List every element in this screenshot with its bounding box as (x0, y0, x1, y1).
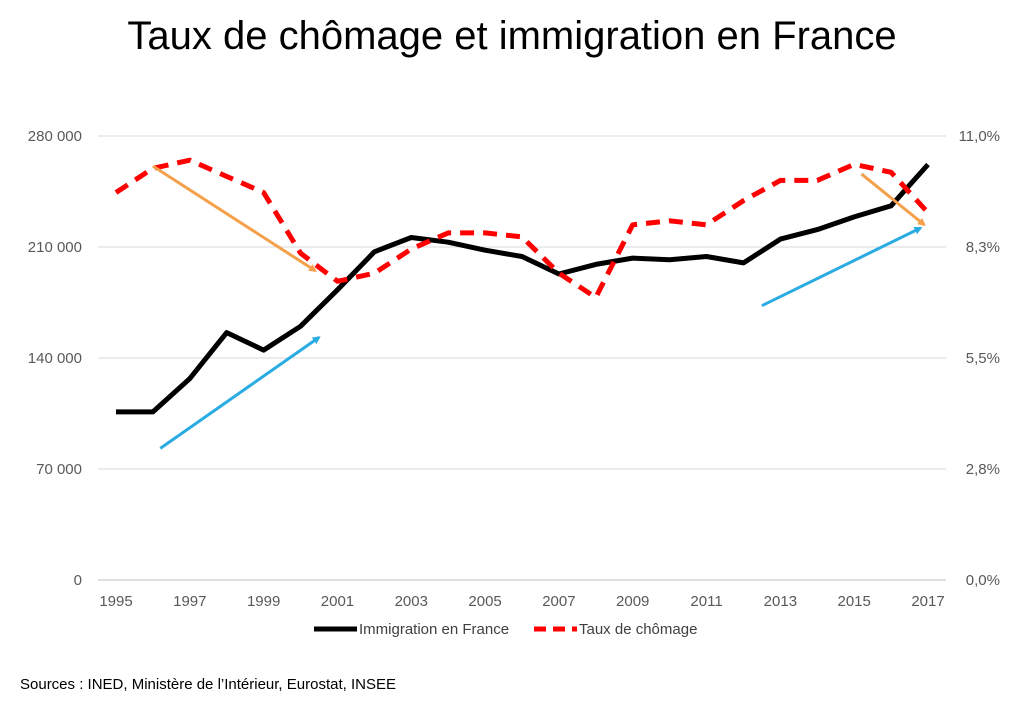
y-left-tick-label: 210 000 (28, 239, 82, 256)
orange-trend-arrow (860, 172, 926, 227)
series-line-immigration (116, 162, 930, 415)
legend-label-immigration: Immigration en France (359, 621, 509, 638)
chart-title: Taux de chômage et immigration en France (127, 14, 897, 58)
x-tick-label: 1997 (173, 593, 206, 610)
x-tick-label: 1999 (247, 593, 280, 610)
y-left-tick-label: 0 (74, 572, 82, 589)
x-tick-label: 2017 (911, 593, 944, 610)
gridlines (98, 135, 946, 581)
x-tick-label: 2001 (321, 593, 354, 610)
x-tick-label: 2013 (764, 593, 797, 610)
y-left-tick-label: 70 000 (36, 461, 82, 478)
right-axis-labels: 0,0% 2,8% 5,5% 8,3% 11,0% (959, 128, 1000, 589)
legend-label-chomage: Taux de chômage (579, 621, 697, 638)
trend-arrows (152, 164, 926, 450)
source-note: Sources : INED, Ministère de l’Intérieur… (20, 676, 396, 693)
blue-trend-arrow (761, 226, 923, 308)
y-left-tick-label: 140 000 (28, 350, 82, 367)
y-left-tick-label: 280 000 (28, 128, 82, 145)
x-tick-label: 2011 (690, 593, 722, 610)
x-axis-labels: 1995 1997 1999 2001 2003 2005 2007 2009 2011 2013… (99, 593, 944, 610)
series-lines (114, 157, 930, 415)
y-right-tick-label: 11,0% (959, 128, 1000, 145)
y-right-tick-label: 0,0% (966, 572, 1000, 589)
y-right-tick-label: 5,5% (966, 350, 1000, 367)
x-tick-label: 2007 (542, 593, 575, 610)
x-tick-label: 2009 (616, 593, 649, 610)
x-tick-label: 2003 (395, 593, 428, 610)
y-right-tick-label: 2,8% (966, 461, 1000, 478)
legend: Immigration en France Taux de chômage (314, 621, 697, 638)
x-tick-label: 2015 (837, 593, 870, 610)
orange-trend-arrow (152, 164, 317, 273)
x-tick-label: 2005 (468, 593, 501, 610)
y-right-tick-label: 8,3% (966, 239, 1000, 256)
left-axis-labels: 0 70 000 140 000 210 000 280 000 (28, 128, 82, 589)
blue-trend-arrow (159, 336, 321, 450)
x-tick-label: 1995 (99, 593, 132, 610)
series-line-chomage (114, 157, 930, 300)
